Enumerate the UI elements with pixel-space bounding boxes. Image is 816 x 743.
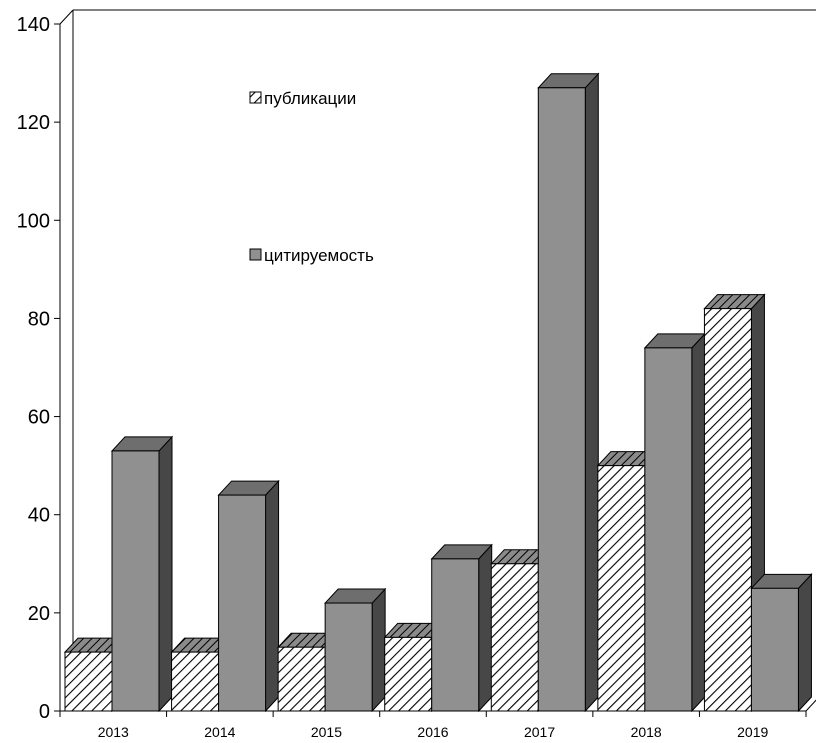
bar-citations-2013 (110, 435, 174, 713)
bars (63, 72, 813, 713)
bar-citations-2015-front (324, 602, 373, 712)
y-tick-label: 20 (28, 603, 50, 625)
back-wall-top-left (59, 9, 74, 25)
bar-publications-2017-front (490, 563, 539, 712)
bar-publications-2014-front (171, 651, 220, 712)
y-tick-label: 40 (28, 505, 50, 527)
bar-citations-2017-side (584, 72, 599, 713)
bar-citations-2014-side (265, 479, 280, 713)
legend-item-citations: цитируемость (249, 246, 374, 265)
x-tick-label: 2013 (98, 724, 129, 740)
bar-citations-2017-front (537, 87, 586, 712)
floor-right-edge (805, 699, 816, 712)
legend-label-citations: цитируемость (264, 246, 374, 265)
bar-publications-2019-front (703, 308, 752, 712)
bar-citations-2016-side (478, 543, 493, 713)
bar-citations-2013-side (158, 435, 173, 713)
bar-citations-2017 (537, 72, 600, 713)
bar-publications-2016-front (384, 636, 433, 712)
bar-publications-2019 (703, 293, 766, 713)
bar-citations-2018-side (691, 332, 706, 713)
bar-citations-2016-front (431, 558, 480, 712)
bar-publications-2018-front (597, 465, 646, 712)
x-tick-label: 2019 (737, 724, 768, 740)
bar-citations-2013-front (111, 450, 160, 712)
y-tick-label: 0 (39, 701, 50, 723)
bar-citations-2019-side (797, 573, 812, 713)
bar-citations-2014 (217, 479, 280, 713)
y-tick-label: 120 (17, 112, 50, 134)
legend-swatch-publications (249, 91, 262, 104)
legend-item-publications: публикации (249, 89, 356, 108)
bar-citations-2015-side (371, 587, 386, 713)
y-tick-label: 100 (17, 210, 50, 232)
x-tick-label: 2017 (524, 724, 555, 740)
bar-citations-2015 (323, 587, 387, 713)
x-tick-label: 2014 (204, 724, 235, 740)
bar-citations-2018 (643, 332, 707, 713)
x-tick-label: 2016 (417, 724, 448, 740)
x-tick-label: 2015 (311, 724, 342, 740)
bar-citations-2019 (750, 573, 813, 713)
legend-label-publications: публикации (264, 89, 356, 108)
bar-citations-2016 (430, 543, 493, 713)
bar-citations-2014-front (218, 494, 267, 712)
legend-swatch-citations (249, 248, 262, 261)
bar-citations-2019-front (750, 587, 799, 712)
bar-publications-2013-front (64, 651, 113, 712)
y-tick-label: 80 (28, 308, 50, 330)
y-tick-label: 60 (28, 407, 50, 429)
bar-citations-2018-front (644, 347, 693, 712)
y-tick-label: 140 (17, 14, 50, 36)
bar-publications-2015-front (277, 646, 326, 712)
legend: публикации цитируемость (249, 89, 374, 265)
axes: 0 20 40 60 80 100 120 140 2013 2014 2015 2016 2017 20… (17, 9, 816, 740)
x-tick-label: 2018 (631, 724, 662, 740)
